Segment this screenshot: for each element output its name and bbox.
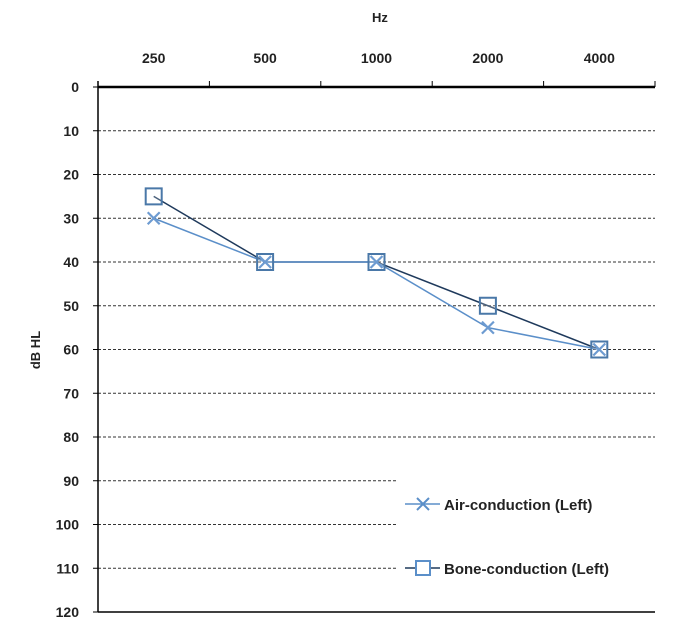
y-tick-label: 0 bbox=[71, 79, 79, 95]
air-conduction-point bbox=[369, 255, 384, 269]
legend-background bbox=[398, 476, 656, 594]
y-tick-labels: 0 10 20 30 40 50 60 70 80 90 100 110 120 bbox=[56, 79, 80, 620]
air-conduction-point bbox=[592, 342, 607, 357]
legend: Air-conduction (Left) Bone-conduction (L… bbox=[398, 476, 656, 594]
x-tick-label: 1000 bbox=[361, 50, 392, 66]
legend-air-marker bbox=[416, 497, 430, 511]
y-tick-label: 90 bbox=[63, 473, 79, 489]
series-line bbox=[153, 217, 600, 351]
series-line bbox=[153, 195, 600, 351]
legend-bone-marker bbox=[415, 560, 431, 576]
axes bbox=[93, 81, 656, 613]
y-tick-label: 70 bbox=[63, 385, 79, 401]
x-tick-label: 500 bbox=[253, 50, 277, 66]
x-tick-label: 4000 bbox=[584, 50, 615, 66]
y-tick-label: 50 bbox=[63, 298, 79, 314]
air-conduction-point bbox=[146, 211, 161, 226]
bone-conduction-point bbox=[478, 296, 497, 315]
y-tick-label: 60 bbox=[63, 342, 79, 358]
y-tick-label: 20 bbox=[63, 167, 79, 183]
x-axis-title: Hz bbox=[372, 10, 388, 25]
bone-conduction-point bbox=[144, 187, 163, 206]
y-tick-label: 30 bbox=[63, 210, 79, 226]
x-tick-labels: 250 500 1000 2000 4000 bbox=[142, 50, 615, 66]
legend-item-bone: Bone-conduction (Left) bbox=[405, 560, 609, 578]
x-tick-label: 2000 bbox=[472, 50, 503, 66]
series-layer bbox=[144, 187, 609, 359]
y-tick-label: 10 bbox=[63, 123, 79, 139]
y-tick-label: 110 bbox=[56, 560, 79, 576]
y-tick-label: 100 bbox=[56, 517, 80, 533]
legend-air-label: Air-conduction (Left) bbox=[444, 497, 592, 514]
y-tick-label: 40 bbox=[63, 254, 79, 270]
air-conduction-point bbox=[258, 255, 272, 269]
y-tick-label: 80 bbox=[63, 429, 79, 445]
y-axis-title: dB HL bbox=[28, 331, 43, 369]
legend-bone-label: Bone-conduction (Left) bbox=[444, 561, 609, 578]
air-conduction-point bbox=[481, 320, 495, 335]
x-tick-label: 250 bbox=[142, 50, 166, 66]
y-tick-label: 120 bbox=[56, 604, 80, 620]
legend-item-air: Air-conduction (Left) bbox=[405, 497, 592, 514]
